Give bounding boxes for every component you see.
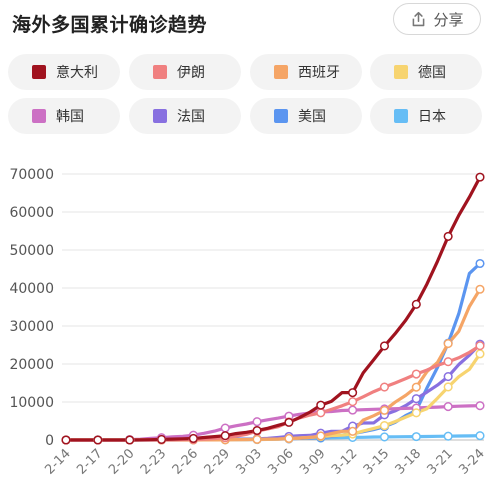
legend-item[interactable]: 日本 — [370, 98, 482, 134]
data-point — [220, 423, 230, 433]
data-point — [61, 435, 71, 445]
data-point — [156, 434, 167, 444]
data-point — [348, 397, 358, 407]
data-point — [443, 372, 453, 382]
data-point — [252, 417, 262, 427]
legend-label: 法国 — [177, 109, 205, 125]
data-point — [252, 425, 262, 436]
y-tick-label: 50000 — [9, 243, 54, 259]
legend-swatch — [394, 109, 408, 123]
data-point — [348, 388, 358, 398]
x-tick-label: 3-24 — [456, 446, 487, 477]
data-point — [443, 357, 453, 367]
data-point — [411, 299, 421, 309]
x-tick-label: 2-17 — [74, 446, 105, 477]
legend-swatch — [32, 109, 46, 123]
legend-label: 意大利 — [56, 65, 98, 81]
data-point — [475, 258, 485, 269]
share-button[interactable]: 分享 — [393, 3, 481, 35]
data-point — [411, 408, 421, 418]
legend-label: 韩国 — [56, 109, 84, 125]
data-point — [348, 405, 358, 415]
x-tick-label: 2-29 — [202, 446, 233, 477]
data-point — [411, 394, 421, 404]
x-tick-label: 2-20 — [106, 446, 137, 477]
share-icon — [413, 11, 425, 26]
y-tick-label: 20000 — [9, 357, 54, 373]
x-tick-label: 3-06 — [265, 446, 296, 477]
x-tick-label: 3-09 — [297, 446, 328, 477]
data-point — [220, 431, 230, 441]
data-point — [379, 341, 390, 351]
data-point — [188, 433, 198, 444]
legend-item[interactable]: 韩国 — [8, 98, 120, 134]
x-tick-label: 3-18 — [393, 446, 424, 477]
legend-item[interactable]: 伊朗 — [129, 54, 241, 90]
legend-item[interactable]: 德国 — [370, 54, 482, 90]
data-point — [284, 433, 294, 444]
data-point — [252, 434, 262, 444]
legend-swatch — [153, 65, 167, 79]
legend-item[interactable]: 西班牙 — [250, 54, 362, 90]
series-line — [64, 175, 482, 442]
y-tick-label: 70000 — [9, 167, 54, 183]
data-point — [316, 408, 326, 418]
y-tick-label: 10000 — [9, 395, 54, 411]
data-point — [475, 284, 485, 294]
data-point — [475, 349, 485, 359]
data-point — [475, 341, 485, 351]
data-point — [316, 400, 326, 410]
data-point — [379, 382, 390, 392]
data-point — [284, 417, 294, 427]
data-point — [411, 369, 421, 379]
data-point — [475, 431, 485, 441]
data-point — [125, 435, 135, 445]
legend-item[interactable]: 法国 — [129, 98, 241, 134]
data-point — [443, 402, 453, 412]
legend-item[interactable]: 美国 — [250, 98, 362, 134]
legend-item[interactable]: 意大利 — [8, 54, 120, 90]
data-point — [379, 432, 390, 442]
x-tick-label: 2-14 — [42, 446, 73, 477]
data-point — [443, 382, 453, 392]
legend-swatch — [32, 65, 46, 79]
x-tick-label: 3-15 — [361, 446, 392, 477]
y-tick-label: 60000 — [9, 205, 54, 221]
legend-swatch — [153, 109, 167, 123]
legend-label: 伊朗 — [177, 65, 205, 81]
data-point — [348, 426, 358, 436]
x-tick-label: 2-23 — [138, 446, 169, 477]
data-point — [443, 339, 453, 349]
x-tick-label: 2-26 — [170, 446, 201, 477]
data-point — [379, 405, 390, 415]
data-point — [379, 421, 390, 431]
data-point — [443, 231, 453, 241]
x-tick-label: 3-03 — [233, 446, 264, 477]
legend-swatch — [394, 65, 408, 79]
x-tick-label: 3-21 — [425, 446, 456, 477]
data-point — [316, 431, 326, 441]
data-point — [411, 382, 421, 392]
data-point — [93, 435, 103, 445]
data-point — [475, 172, 485, 182]
data-point — [475, 401, 485, 411]
data-point — [443, 431, 453, 441]
data-point — [411, 432, 421, 442]
page-title: 海外多国累计确诊趋势 — [12, 14, 208, 36]
y-tick-label: 30000 — [9, 319, 54, 335]
legend-label: 日本 — [418, 109, 446, 125]
legend-label: 美国 — [298, 109, 326, 125]
x-tick-label: 3-12 — [329, 446, 360, 477]
legend-swatch — [274, 65, 288, 79]
share-label: 分享 — [433, 10, 464, 29]
y-tick-label: 0 — [45, 433, 54, 449]
legend-label: 西班牙 — [298, 65, 340, 81]
legend-swatch — [274, 109, 288, 123]
legend-label: 德国 — [418, 65, 446, 81]
y-tick-label: 40000 — [9, 281, 54, 297]
